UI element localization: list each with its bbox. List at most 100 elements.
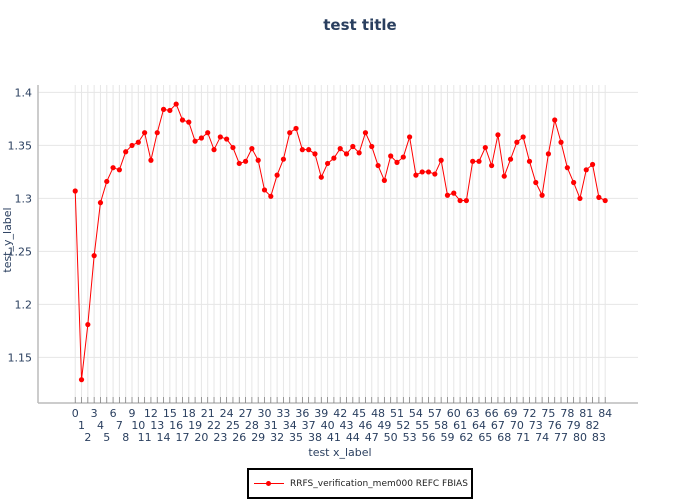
y-tick-label: 1.4 xyxy=(15,86,33,99)
data-point xyxy=(457,197,463,204)
data-point xyxy=(425,169,432,175)
data-point xyxy=(318,174,324,180)
legend: RRFS_verification_mem000 REFC FBIAS xyxy=(247,468,473,499)
data-point xyxy=(539,192,545,198)
data-point xyxy=(545,151,552,157)
x-tick-label: 69 xyxy=(504,407,518,420)
data-point xyxy=(589,161,596,168)
x-tick-label: 12 xyxy=(144,407,158,420)
data-point xyxy=(438,157,444,163)
data-point xyxy=(520,134,526,140)
data-point xyxy=(116,167,122,173)
x-tick-label: 41 xyxy=(327,431,341,444)
data-point xyxy=(78,377,85,383)
data-point xyxy=(72,188,78,194)
x-tick-label: 62 xyxy=(459,431,473,444)
data-point xyxy=(142,130,148,136)
y-tick-label: 1.3 xyxy=(15,192,33,205)
data-point xyxy=(331,155,337,161)
x-tick-label: 31 xyxy=(264,419,278,432)
data-point xyxy=(507,156,514,162)
x-tick-label: 45 xyxy=(352,407,366,420)
legend-label: RRFS_verification_mem000 REFC FBIAS xyxy=(290,478,468,489)
data-point xyxy=(186,119,192,125)
data-point xyxy=(167,107,173,114)
x-tick-label: 8 xyxy=(122,431,129,444)
data-point xyxy=(230,144,236,151)
x-tick-label: 53 xyxy=(403,431,417,444)
x-tick-label: 44 xyxy=(346,431,360,444)
data-point xyxy=(413,172,419,178)
x-tick-label: 56 xyxy=(422,431,436,444)
x-tick-label: 54 xyxy=(409,407,423,420)
x-tick-label: 78 xyxy=(560,407,574,420)
data-point xyxy=(552,117,558,123)
data-point xyxy=(274,172,280,178)
data-point xyxy=(514,139,520,145)
x-tick-label: 0 xyxy=(72,407,79,420)
x-tick-label: 27 xyxy=(239,407,253,420)
x-axis-label: test x_label xyxy=(308,446,371,459)
x-tick-label: 15 xyxy=(163,407,177,420)
x-tick-label: 70 xyxy=(510,419,524,432)
data-point xyxy=(205,130,211,136)
data-point xyxy=(419,169,425,175)
data-point xyxy=(198,135,205,141)
data-point xyxy=(268,193,274,199)
x-tick-label: 33 xyxy=(276,407,290,420)
x-tick-label: 46 xyxy=(358,419,372,432)
data-point xyxy=(369,143,375,150)
x-tick-label: 4 xyxy=(97,419,104,432)
x-tick-label: 13 xyxy=(150,419,164,432)
x-tick-label: 39 xyxy=(314,407,328,420)
data-point xyxy=(489,162,495,169)
data-point xyxy=(482,144,488,151)
x-tick-label: 37 xyxy=(302,419,316,432)
x-tick-label: 77 xyxy=(554,431,568,444)
x-tick-label: 79 xyxy=(567,419,581,432)
x-tick-label: 32 xyxy=(270,431,284,444)
x-tick-label: 11 xyxy=(138,431,152,444)
data-point xyxy=(356,150,362,156)
x-tick-label: 28 xyxy=(245,419,259,432)
x-tick-label: 22 xyxy=(207,419,221,432)
data-point xyxy=(97,200,104,206)
data-point xyxy=(236,160,242,167)
data-point xyxy=(148,157,154,163)
data-point xyxy=(135,139,141,145)
y-tick-label: 1.15 xyxy=(8,351,33,364)
data-point xyxy=(217,134,223,140)
data-point xyxy=(224,136,230,142)
data-point xyxy=(463,197,469,204)
x-tick-label: 14 xyxy=(157,431,171,444)
x-tick-label: 21 xyxy=(201,407,215,420)
x-tick-label: 16 xyxy=(169,419,183,432)
data-point xyxy=(501,173,507,179)
x-tick-label: 84 xyxy=(598,407,612,420)
data-point xyxy=(571,179,577,186)
data-point xyxy=(129,142,135,149)
data-point xyxy=(85,321,91,328)
data-point xyxy=(470,158,476,164)
data-point xyxy=(375,162,381,169)
data-point xyxy=(526,158,533,164)
x-tick-label: 58 xyxy=(434,419,448,432)
data-point xyxy=(123,149,129,155)
x-tick-label: 1 xyxy=(78,419,85,432)
data-point xyxy=(110,165,116,171)
x-tick-label: 34 xyxy=(283,419,297,432)
y-tick-label: 1.35 xyxy=(8,139,33,152)
data-point xyxy=(261,187,268,193)
x-tick-label: 2 xyxy=(84,431,91,444)
x-tick-label: 6 xyxy=(110,407,117,420)
x-tick-label: 82 xyxy=(586,419,600,432)
data-point xyxy=(173,101,179,107)
x-tick-label: 29 xyxy=(251,431,265,444)
data-point xyxy=(388,153,394,159)
x-tick-label: 19 xyxy=(188,419,202,432)
x-tick-label: 5 xyxy=(103,431,110,444)
x-tick-label: 76 xyxy=(548,419,562,432)
x-tick-label: 71 xyxy=(516,431,530,444)
data-point xyxy=(91,253,97,259)
